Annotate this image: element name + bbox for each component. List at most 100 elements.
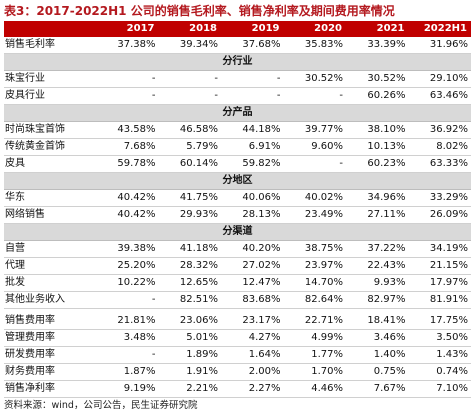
value-cell: 10.22% — [96, 274, 159, 293]
value-cell: 34.19% — [408, 240, 471, 259]
value-cell: 37.68% — [221, 37, 284, 55]
header-year: 2020 — [283, 21, 346, 38]
value-cell: 38.75% — [283, 240, 346, 259]
value-cell: 38.10% — [346, 121, 409, 140]
value-cell: 46.58% — [158, 121, 221, 140]
value-cell: - — [283, 87, 346, 106]
table-title: 表3：2017-2022H1 公司的销售毛利率、销售净利率及期间费用率情况 — [4, 4, 395, 18]
row-label: 财务费用率 — [4, 363, 96, 381]
value-cell: 12.47% — [221, 274, 284, 293]
table-body: 销售毛利率 37.38% 39.34% 37.68% 35.83% 33.39% 31.96… — [4, 37, 471, 398]
section-row: 分行业 — [4, 53, 471, 72]
value-cell: 40.42% — [96, 189, 159, 208]
value-cell: 9.60% — [283, 138, 346, 157]
value-cell: 23.49% — [283, 206, 346, 225]
value-cell: 9.93% — [346, 274, 409, 293]
value-cell: 23.17% — [221, 312, 284, 330]
value-cell: - — [96, 346, 159, 364]
value-cell: 83.68% — [221, 291, 284, 310]
value-cell: 40.02% — [283, 189, 346, 208]
row-label: 研发费用率 — [4, 346, 96, 364]
table-row: 销售费用率 21.81% 23.06% 23.17% 22.71% 18.41% 17.75… — [4, 312, 471, 330]
value-cell: 60.26% — [346, 87, 409, 106]
value-cell: 82.97% — [346, 291, 409, 310]
value-cell: 23.06% — [158, 312, 221, 330]
value-cell: 1.40% — [346, 346, 409, 364]
value-cell: 1.89% — [158, 346, 221, 364]
row-label: 销售净利率 — [4, 380, 96, 398]
table-row: 自营 39.38% 41.18% 40.20% 38.75% 37.22% 34.19% — [4, 240, 471, 259]
header-year: 2019 — [221, 21, 284, 38]
table-row: 销售毛利率 37.38% 39.34% 37.68% 35.83% 33.39% 31.96… — [4, 37, 471, 55]
value-cell: - — [96, 70, 159, 89]
table-row: 皮具 59.78% 60.14% 59.82% -60.23% 63.33% — [4, 155, 471, 174]
value-cell: 35.83% — [283, 37, 346, 55]
value-cell: 30.52% — [346, 70, 409, 89]
value-cell: 1.87% — [96, 363, 159, 381]
value-cell: 18.41% — [346, 312, 409, 330]
value-cell: 0.75% — [346, 363, 409, 381]
value-cell: 4.99% — [283, 329, 346, 347]
value-cell: 30.52% — [283, 70, 346, 89]
value-cell: - — [221, 70, 284, 89]
value-cell: 39.34% — [158, 37, 221, 55]
value-cell: 59.82% — [221, 155, 284, 174]
row-label: 销售毛利率 — [4, 37, 96, 55]
value-cell: 37.22% — [346, 240, 409, 259]
value-cell: 33.29% — [408, 189, 471, 208]
value-cell: 44.18% — [221, 121, 284, 140]
value-cell: 1.91% — [158, 363, 221, 381]
value-cell: 21.81% — [96, 312, 159, 330]
row-label: 网络销售 — [4, 206, 96, 225]
value-cell: - — [158, 70, 221, 89]
value-cell: 25.20% — [96, 257, 159, 276]
value-cell: - — [158, 87, 221, 106]
value-cell: 1.77% — [283, 346, 346, 364]
row-label: 其他业务收入 — [4, 291, 96, 310]
table-row: 财务费用率 1.87% 1.91% 2.00% 1.70% 0.75% 0.74% — [4, 363, 471, 381]
value-cell: 26.09% — [408, 206, 471, 225]
row-label: 皮具行业 — [4, 87, 96, 106]
value-cell: 82.51% — [158, 291, 221, 310]
row-label: 珠宝行业 — [4, 70, 96, 89]
value-cell: 1.70% — [283, 363, 346, 381]
value-cell: 82.64% — [283, 291, 346, 310]
header-year: 2018 — [158, 21, 221, 38]
row-label: 皮具 — [4, 155, 96, 174]
value-cell: 21.15% — [408, 257, 471, 276]
value-cell: 3.46% — [346, 329, 409, 347]
value-cell: 40.42% — [96, 206, 159, 225]
value-cell: 31.96% — [408, 37, 471, 55]
section-label: 分行业 — [4, 53, 471, 72]
row-label: 传统黄金首饰 — [4, 138, 96, 157]
table-row: 传统黄金首饰 7.68% 5.79% 6.91% 9.60% 10.13% 8.02% — [4, 138, 471, 157]
value-cell: 33.39% — [346, 37, 409, 55]
value-cell: 63.46% — [408, 87, 471, 106]
value-cell: - — [96, 291, 159, 310]
value-cell: 17.97% — [408, 274, 471, 293]
value-cell: 63.33% — [408, 155, 471, 174]
header-year: 2017 — [96, 21, 159, 38]
table-row: 华东 40.42% 41.75% 40.06% 40.02% 34.96% 33.29% — [4, 189, 471, 208]
value-cell: 4.27% — [221, 329, 284, 347]
value-cell: 27.02% — [221, 257, 284, 276]
value-cell: 59.78% — [96, 155, 159, 174]
value-cell: 0.74% — [408, 363, 471, 381]
row-label: 批发 — [4, 274, 96, 293]
value-cell: 27.11% — [346, 206, 409, 225]
value-cell: - — [283, 155, 346, 174]
value-cell: 41.75% — [158, 189, 221, 208]
row-label: 华东 — [4, 189, 96, 208]
section-label: 分产品 — [4, 104, 471, 123]
value-cell: 7.67% — [346, 380, 409, 398]
table-header-row: 2017 2018 2019 2020 2021 2022H1 — [4, 21, 471, 38]
value-cell: 39.38% — [96, 240, 159, 259]
section-label: 分渠道 — [4, 223, 471, 242]
section-row: 分渠道 — [4, 223, 471, 242]
value-cell: 12.65% — [158, 274, 221, 293]
row-label: 自营 — [4, 240, 96, 259]
table-row: 研发费用率 -1.89% 1.64% 1.77% 1.40% 1.43% — [4, 346, 471, 364]
value-cell: 5.01% — [158, 329, 221, 347]
value-cell: 1.43% — [408, 346, 471, 364]
table-row: 皮具行业 - - - -60.26% 63.46% — [4, 87, 471, 106]
